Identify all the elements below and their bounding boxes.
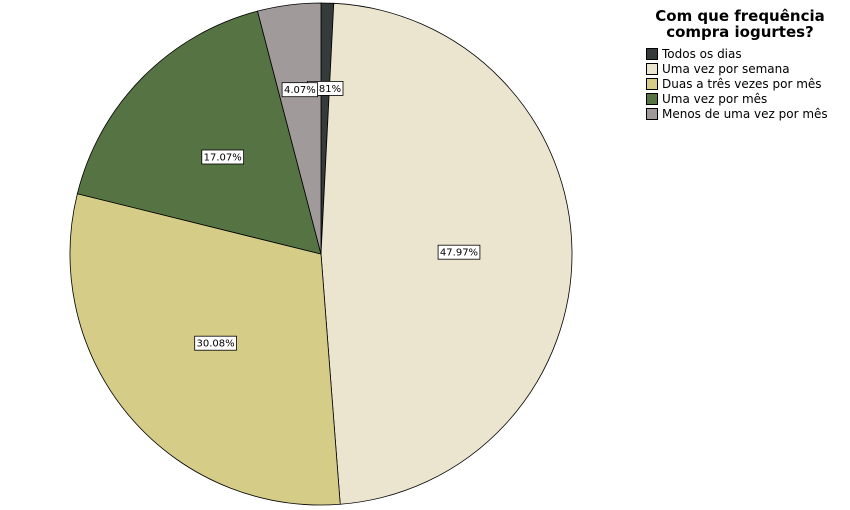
svg-text:47.97%: 47.97% [440, 248, 478, 259]
pie-slice-menos-de-uma-vez-por-mes [257, 2, 322, 255]
svg-text:30.08%: 30.08% [197, 339, 235, 350]
pie-label-menos-de-uma-vez-por-mes: 4.07% [281, 82, 319, 98]
legend-label-uma-vez-por-mes: Uma vez por mês [662, 91, 768, 106]
legend-swatch-uma-vez-por-semana [646, 62, 658, 75]
legend-label-duas-a-tres-vezes-por-mes: Duas a três vezes por mês [662, 76, 822, 91]
pie-slice-uma-vez-por-mes [76, 10, 322, 255]
legend-item-todos-os-dias: Todos os dias [646, 46, 845, 61]
svg-text:0.81%: 0.81% [309, 84, 341, 95]
svg-text:4.07%: 4.07% [284, 85, 316, 96]
legend-item-duas-a-tres-vezes-por-mes: Duas a três vezes por mês [646, 76, 845, 91]
legend-title: Com que frequência compra iogurtes? [655, 7, 825, 41]
legend-swatch-menos-de-uma-vez-por-mes [646, 107, 658, 120]
legend-swatch-duas-a-tres-vezes-por-mes [646, 77, 658, 90]
pie-slices [69, 2, 573, 506]
pie-label-uma-vez-por-mes: 17.07% [201, 149, 245, 165]
legend-item-uma-vez-por-mes: Uma vez por mês [646, 91, 845, 106]
pie-labels: 0.81% 47.97% 30.08% 17.07% 4.07% [194, 81, 481, 351]
legend-label-uma-vez-por-semana: Uma vez por semana [662, 61, 790, 76]
legend-swatch-uma-vez-por-mes [646, 92, 658, 105]
svg-text:17.07%: 17.07% [204, 153, 242, 164]
legend-swatch-todos-os-dias [646, 47, 658, 60]
legend-item-menos-de-uma-vez-por-mes: Menos de uma vez por mês [646, 106, 845, 121]
legend-items: Todos os dias Uma vez por semana Duas a tr… [640, 46, 845, 121]
legend-item-uma-vez-por-semana: Uma vez por semana [646, 61, 845, 76]
legend-label-menos-de-uma-vez-por-mes: Menos de uma vez por mês [662, 106, 828, 121]
legend: Com que frequência compra iogurtes? Todo… [640, 8, 845, 121]
pie-label-uma-vez-por-semana: 47.97% [437, 244, 481, 260]
pie-label-duas-a-tres-vezes-por-mes: 30.08% [194, 335, 237, 351]
legend-label-todos-os-dias: Todos os dias [662, 46, 742, 61]
